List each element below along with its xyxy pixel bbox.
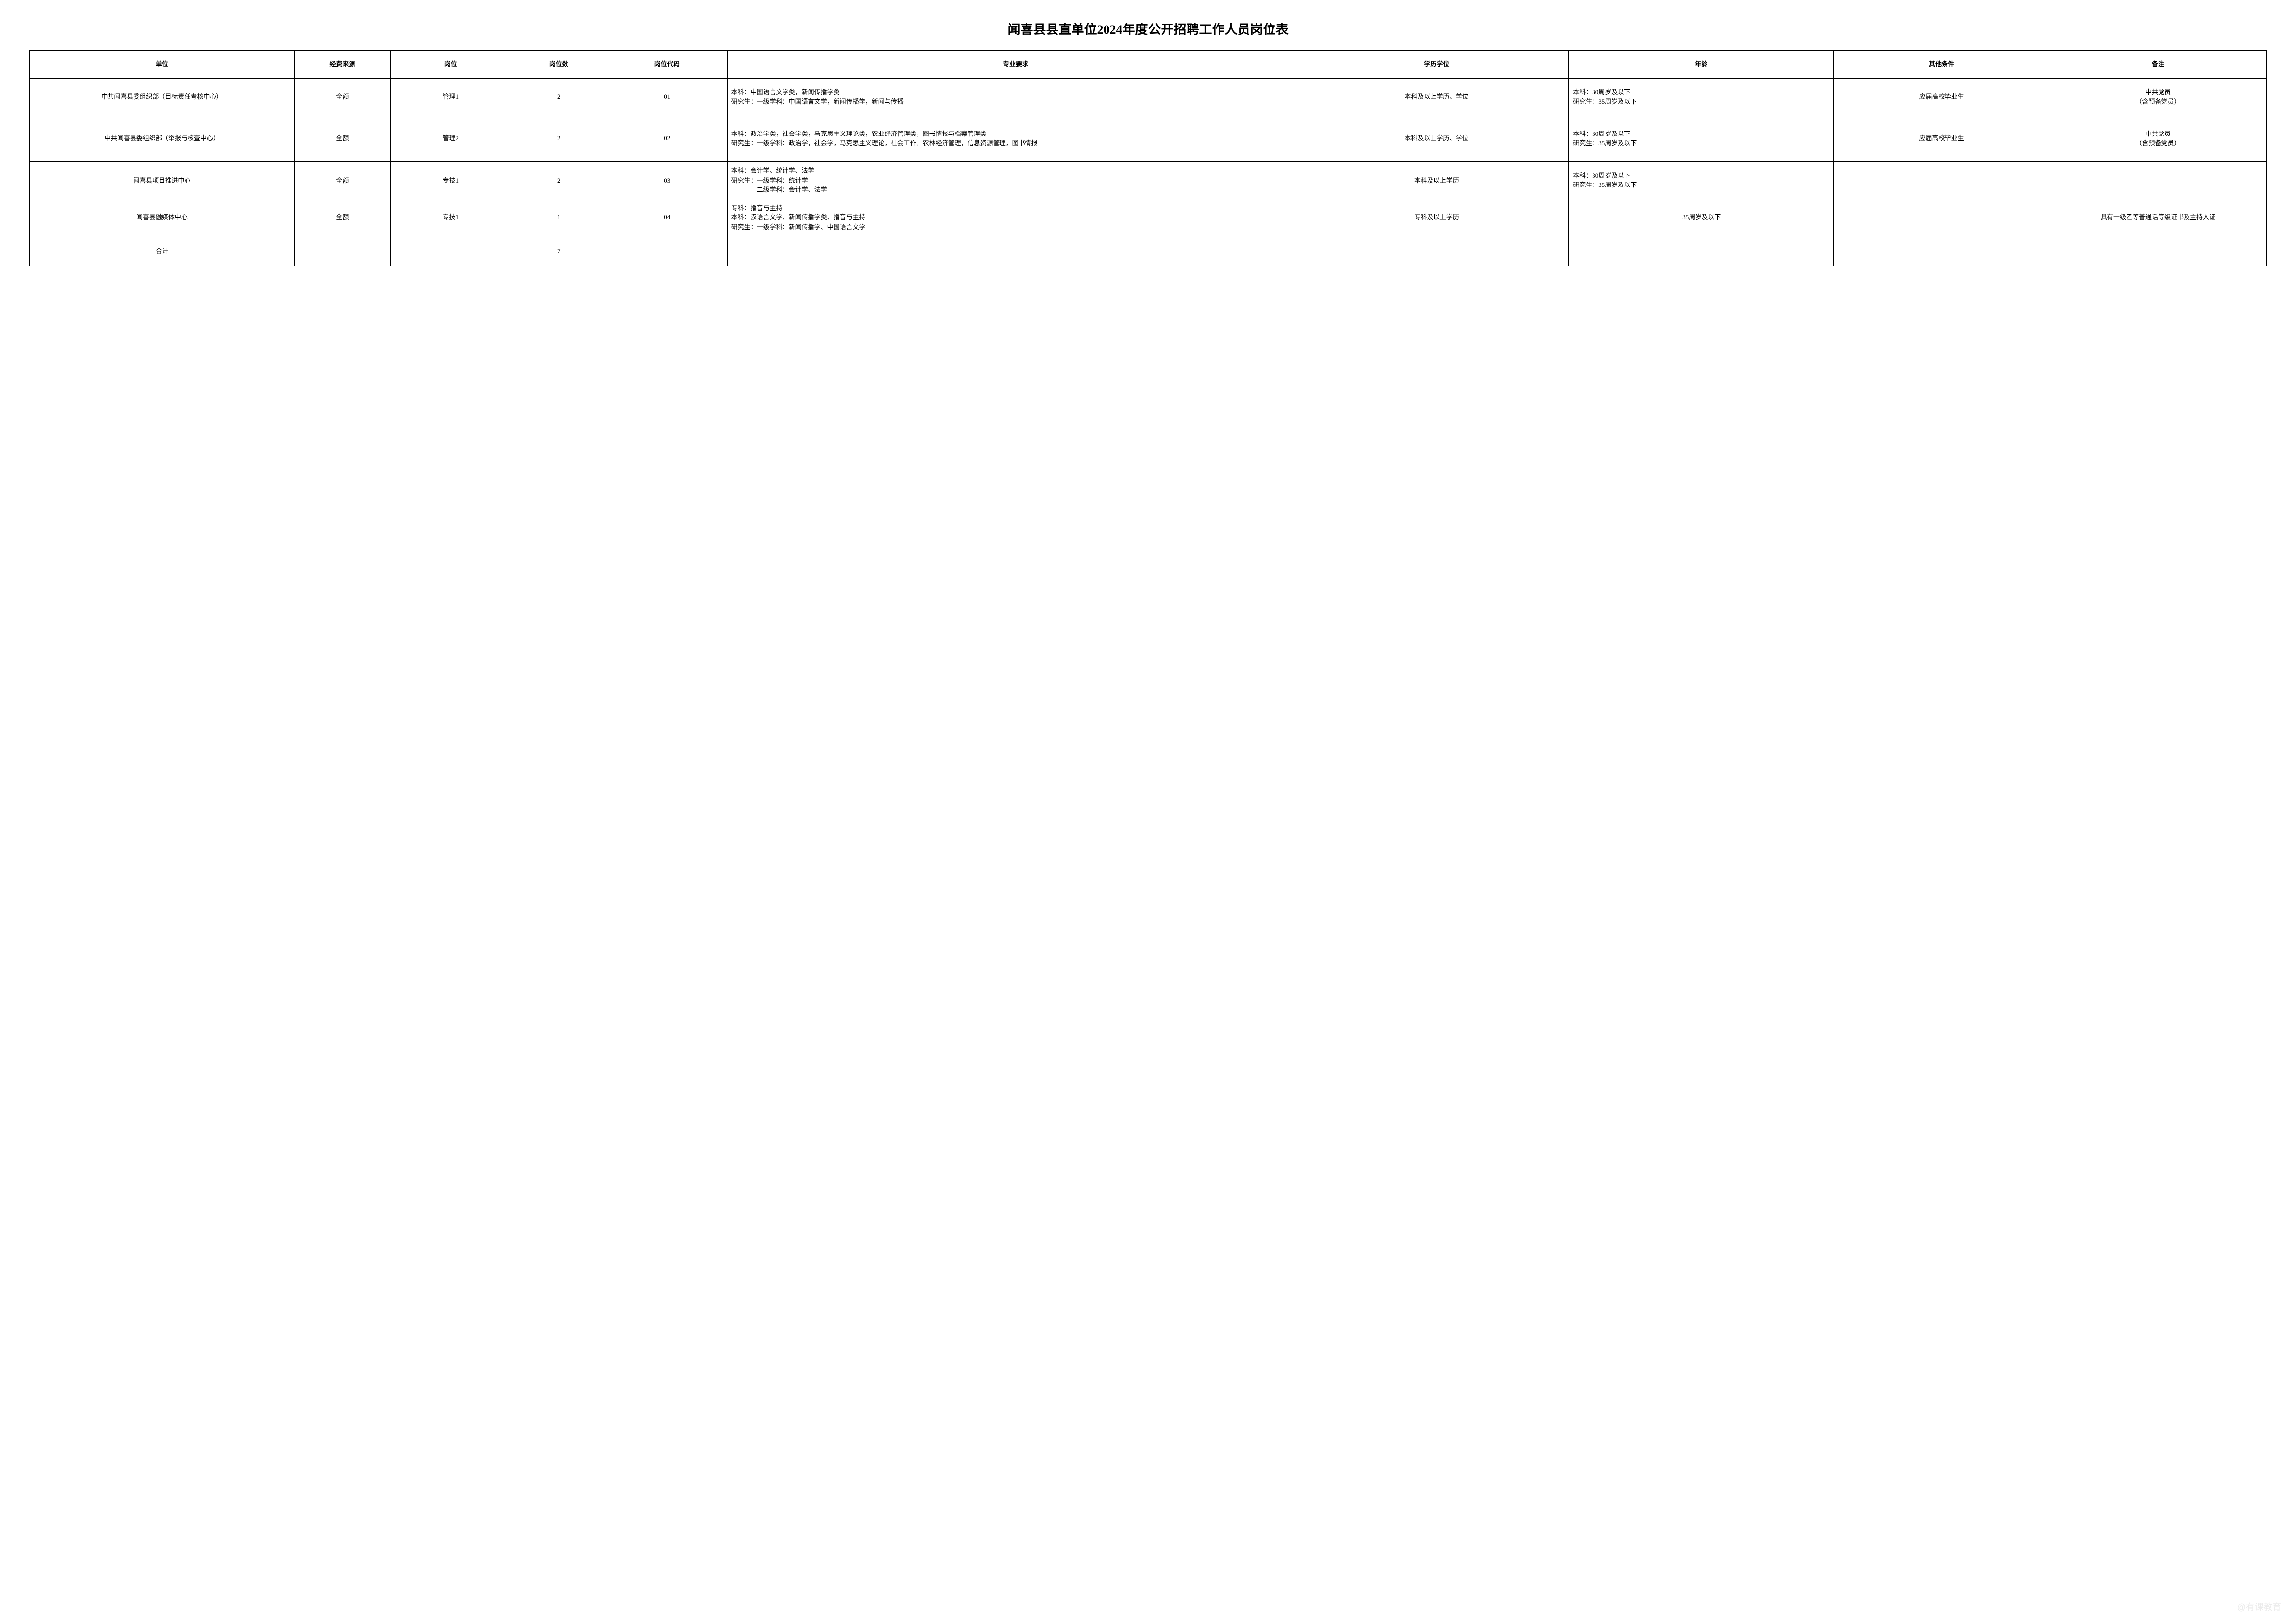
header-code: 岗位代码	[607, 51, 727, 79]
cell-code: 01	[607, 79, 727, 115]
header-position: 岗位	[390, 51, 511, 79]
header-count: 岗位数	[511, 51, 607, 79]
cell-note	[2050, 162, 2267, 199]
cell-code: 04	[607, 199, 727, 236]
total-row: 合计 7	[30, 236, 2267, 266]
cell-requirement: 本科：中国语言文学类，新闻传播学类研究生：一级学科：中国语言文学，新闻传播学，新…	[727, 79, 1304, 115]
cell-age: 35周岁及以下	[1569, 199, 1834, 236]
watermark: @有课教育	[2237, 1600, 2281, 1613]
cell-count: 1	[511, 199, 607, 236]
cell-position: 专技1	[390, 199, 511, 236]
cell-other	[1834, 199, 2050, 236]
cell-note: 具有一级乙等普通话等级证书及主持人证	[2050, 199, 2267, 236]
cell-other	[1834, 162, 2050, 199]
cell-other: 应届高校毕业生	[1834, 115, 2050, 162]
header-note: 备注	[2050, 51, 2267, 79]
cell-code: 03	[607, 162, 727, 199]
cell-unit: 中共闻喜县委组织部（目标责任考核中心）	[30, 79, 295, 115]
cell-requirement: 专科：播音与主持本科：汉语言文学、新闻传播学类、播音与主持研究生：一级学科：新闻…	[727, 199, 1304, 236]
header-requirement: 专业要求	[727, 51, 1304, 79]
header-age: 年龄	[1569, 51, 1834, 79]
total-label: 合计	[30, 236, 295, 266]
cell-education: 专科及以上学历	[1304, 199, 1569, 236]
total-empty	[390, 236, 511, 266]
total-empty	[2050, 236, 2267, 266]
cell-count: 2	[511, 79, 607, 115]
cell-other: 应届高校毕业生	[1834, 79, 2050, 115]
total-empty	[607, 236, 727, 266]
cell-age: 本科：30周岁及以下研究生：35周岁及以下	[1569, 79, 1834, 115]
table-row: 中共闻喜县委组织部（举报与核查中心）全额管理2202本科：政治学类，社会学类，马…	[30, 115, 2267, 162]
cell-code: 02	[607, 115, 727, 162]
cell-age: 本科：30周岁及以下研究生：35周岁及以下	[1569, 162, 1834, 199]
cell-unit: 闻喜县融媒体中心	[30, 199, 295, 236]
cell-position: 管理1	[390, 79, 511, 115]
cell-unit: 中共闻喜县委组织部（举报与核查中心）	[30, 115, 295, 162]
cell-education: 本科及以上学历、学位	[1304, 115, 1569, 162]
cell-requirement: 本科：会计学、统计学、法学研究生：一级学科：统计学 二级学科：会计学、法学	[727, 162, 1304, 199]
total-count: 7	[511, 236, 607, 266]
cell-position: 专技1	[390, 162, 511, 199]
table-row: 闻喜县融媒体中心全额专技1104专科：播音与主持本科：汉语言文学、新闻传播学类、…	[30, 199, 2267, 236]
total-empty	[294, 236, 390, 266]
cell-education: 本科及以上学历	[1304, 162, 1569, 199]
table-row: 中共闻喜县委组织部（目标责任考核中心）全额管理1201本科：中国语言文学类，新闻…	[30, 79, 2267, 115]
cell-fund: 全额	[294, 199, 390, 236]
document-title: 闻喜县县直单位2024年度公开招聘工作人员岗位表	[29, 20, 2267, 38]
header-unit: 单位	[30, 51, 295, 79]
cell-fund: 全额	[294, 79, 390, 115]
header-education: 学历学位	[1304, 51, 1569, 79]
cell-fund: 全额	[294, 115, 390, 162]
header-fund: 经费来源	[294, 51, 390, 79]
cell-position: 管理2	[390, 115, 511, 162]
cell-count: 2	[511, 162, 607, 199]
table-row: 闻喜县项目推进中心全额专技1203本科：会计学、统计学、法学研究生：一级学科：统…	[30, 162, 2267, 199]
cell-requirement: 本科：政治学类，社会学类，马克思主义理论类，农业经济管理类，图书情报与档案管理类…	[727, 115, 1304, 162]
table-header-row: 单位 经费来源 岗位 岗位数 岗位代码 专业要求 学历学位 年龄 其他条件 备注	[30, 51, 2267, 79]
cell-age: 本科：30周岁及以下研究生：35周岁及以下	[1569, 115, 1834, 162]
total-empty	[1569, 236, 1834, 266]
cell-fund: 全额	[294, 162, 390, 199]
header-other: 其他条件	[1834, 51, 2050, 79]
cell-education: 本科及以上学历、学位	[1304, 79, 1569, 115]
total-empty	[1834, 236, 2050, 266]
cell-unit: 闻喜县项目推进中心	[30, 162, 295, 199]
total-empty	[1304, 236, 1569, 266]
cell-count: 2	[511, 115, 607, 162]
cell-note: 中共党员（含预备党员）	[2050, 79, 2267, 115]
total-empty	[727, 236, 1304, 266]
cell-note: 中共党员（含预备党员）	[2050, 115, 2267, 162]
position-table: 单位 经费来源 岗位 岗位数 岗位代码 专业要求 学历学位 年龄 其他条件 备注…	[29, 50, 2267, 266]
